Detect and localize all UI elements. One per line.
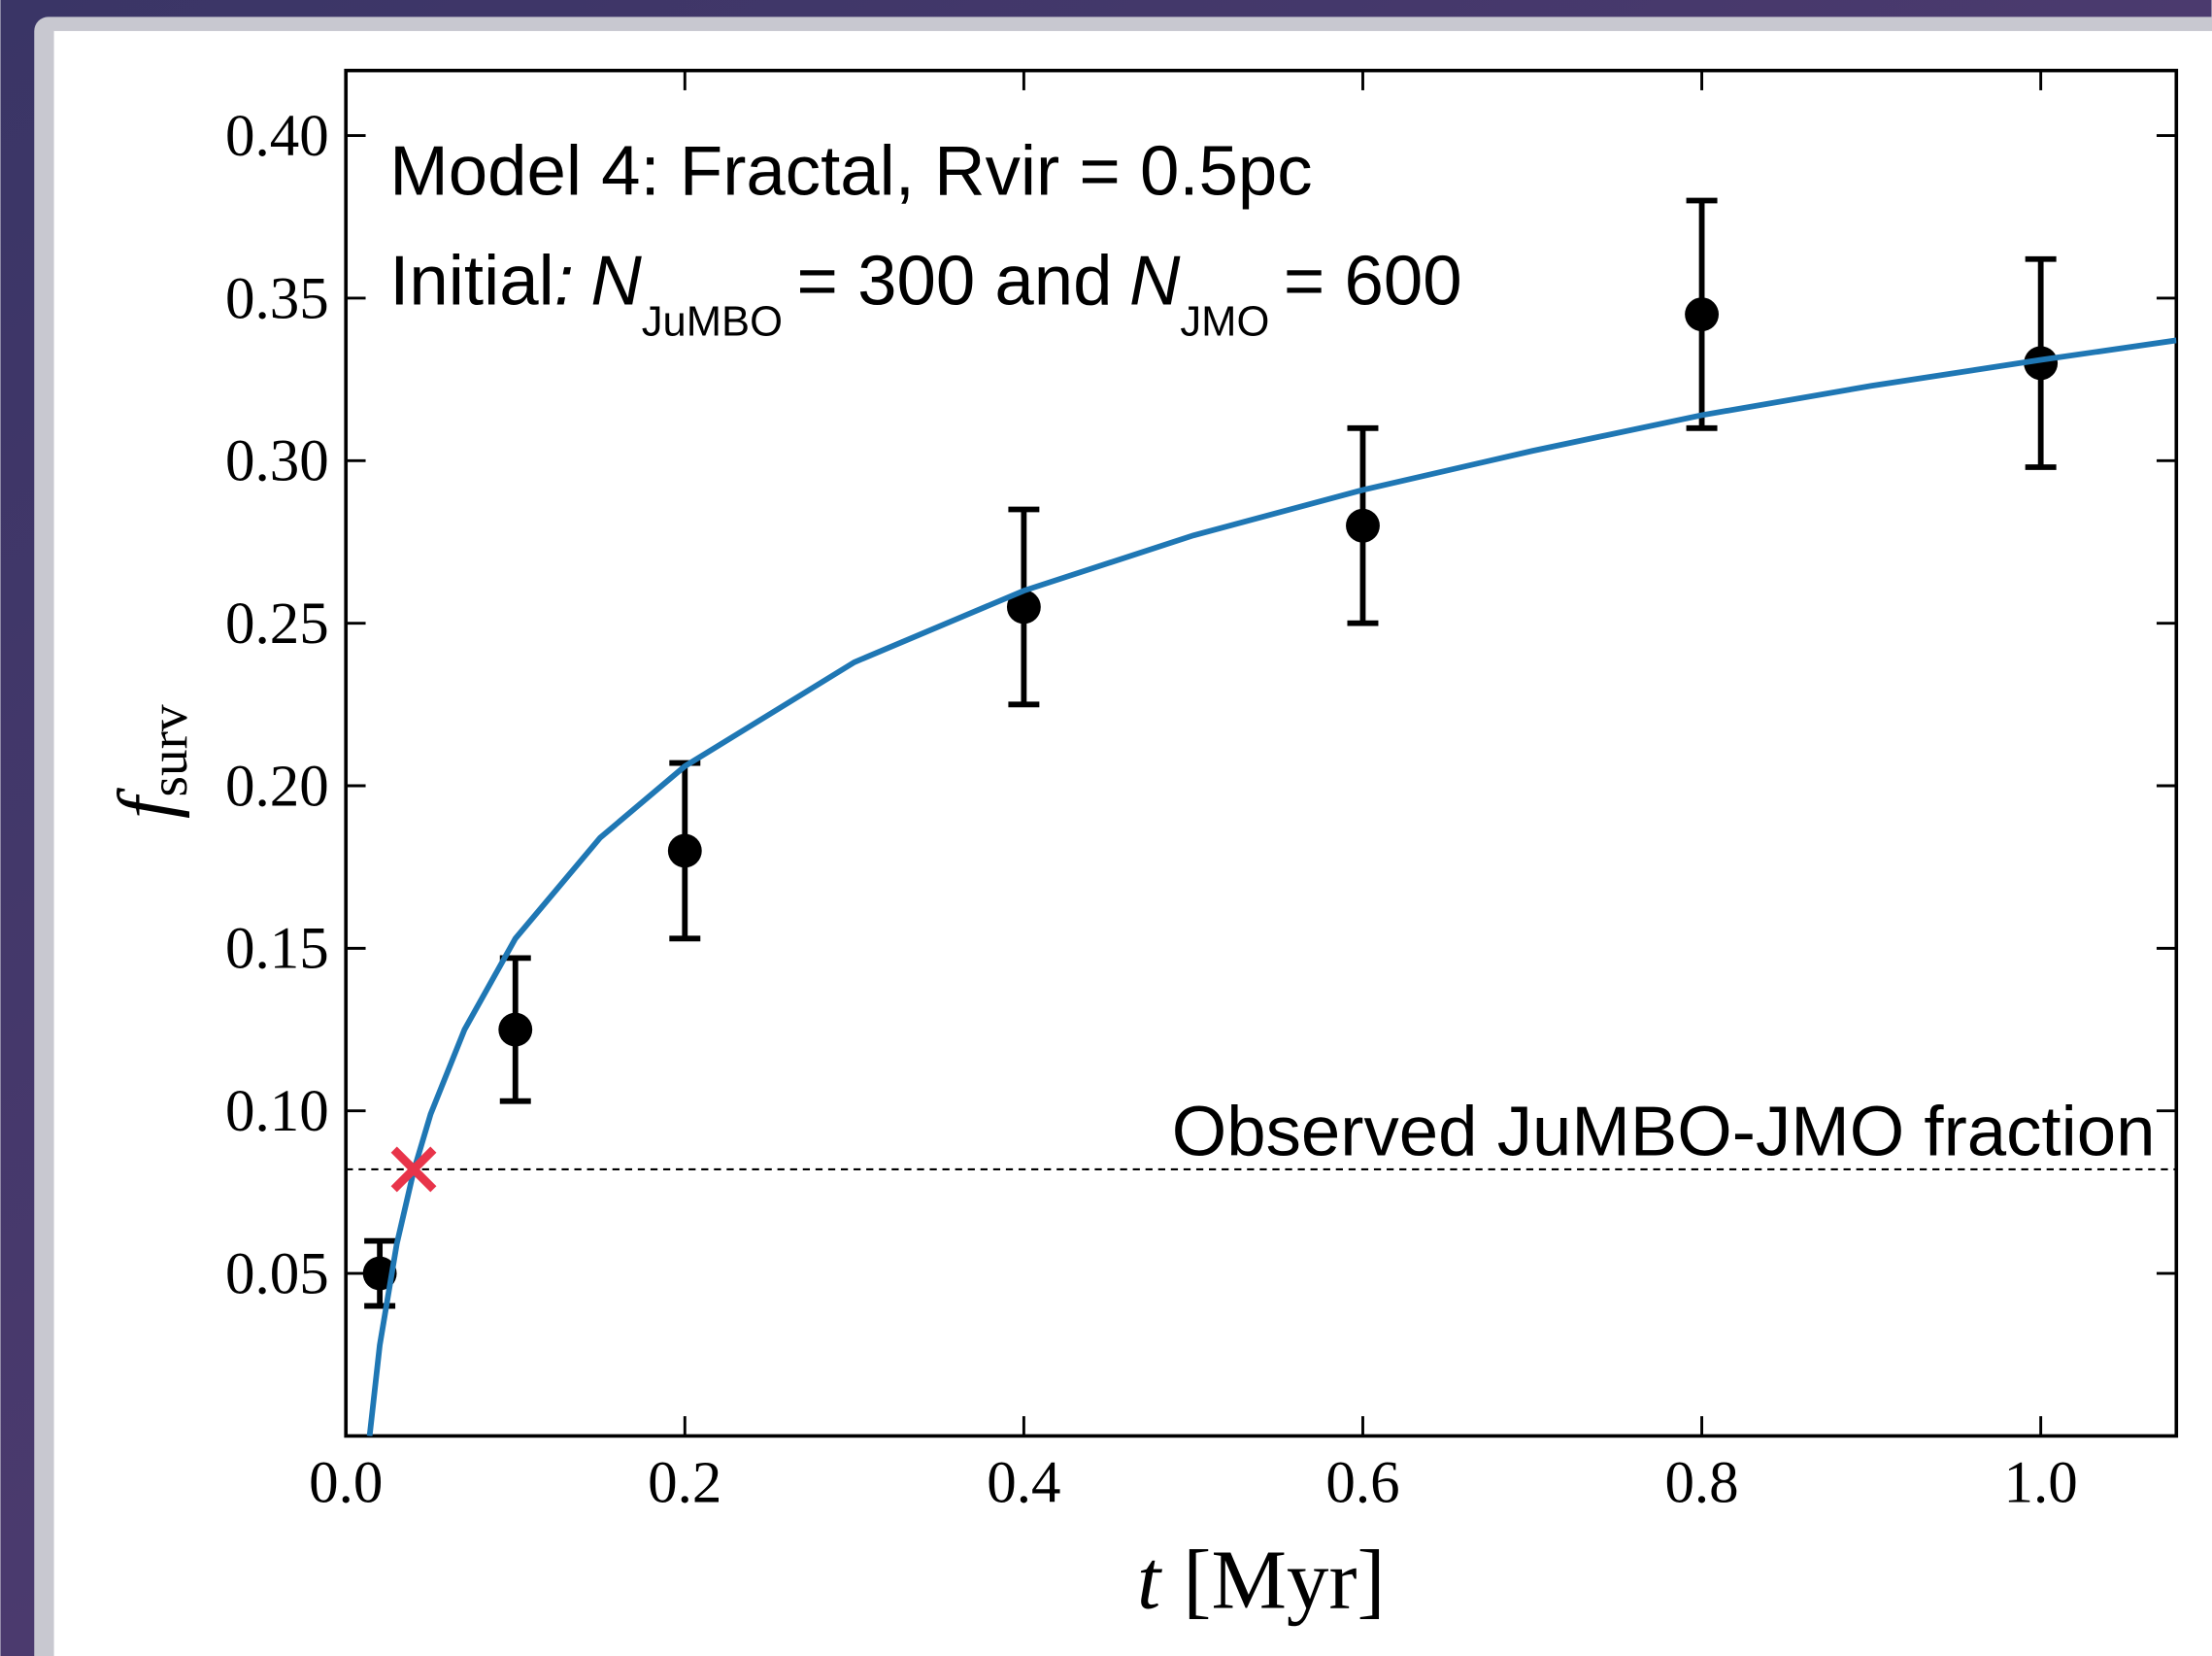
x-tick-label: 0.0 <box>309 1451 383 1516</box>
annotation-part: : <box>554 242 574 321</box>
annotation-part: JuMBO <box>642 299 783 346</box>
y-axis-label-sub: surv <box>139 704 198 796</box>
data-point <box>667 833 702 868</box>
annotation-part: N <box>1129 242 1181 321</box>
annotation-part: JMO <box>1180 299 1269 346</box>
annotation-part: = 600 <box>1284 242 1462 321</box>
x-tick-label: 0.4 <box>987 1451 1060 1516</box>
y-tick-label: 0.15 <box>225 917 329 982</box>
x-tick-label: 0.6 <box>1325 1451 1399 1516</box>
x-axis-label: t [Myr] <box>1137 1533 1386 1627</box>
panel <box>53 30 2212 1656</box>
y-tick-label: 0.20 <box>225 754 329 819</box>
fit-curve <box>366 337 2177 1436</box>
data-point <box>1346 508 1380 543</box>
y-tick-label: 0.35 <box>225 266 329 331</box>
x-tick-label: 0.8 <box>1664 1451 1738 1516</box>
annotation-part: = 300 and <box>797 242 1113 321</box>
annotation: Initial: NJuMBO= 300 and NJMO= 600 <box>389 242 1461 346</box>
annotation: Model 4: Fractal, Rvir = 0.5pc <box>389 131 1312 210</box>
y-tick-label: 0.10 <box>225 1079 329 1144</box>
y-tick-label: 0.25 <box>225 591 329 657</box>
data-point <box>1685 297 1719 332</box>
data-point <box>1006 590 1041 625</box>
annotation-part: N <box>590 242 642 321</box>
reference-label: Observed JuMBO-JMO fraction <box>1172 1092 2156 1170</box>
marker <box>390 1146 437 1193</box>
y-tick-label: 0.30 <box>225 429 329 494</box>
annotation-part: Initial <box>389 242 554 321</box>
y-tick-label: 0.40 <box>225 104 329 169</box>
x-axis-label-var: t <box>1137 1533 1162 1627</box>
data-point <box>498 1012 533 1047</box>
x-axis-label-unit: [Myr] <box>1183 1533 1385 1627</box>
x-tick-label: 0.2 <box>648 1451 721 1516</box>
plot-frame <box>344 68 2179 1438</box>
data-point <box>2024 346 2059 381</box>
y-tick-label: 0.05 <box>225 1241 329 1306</box>
x-tick-label: 1.0 <box>2004 1451 2078 1516</box>
